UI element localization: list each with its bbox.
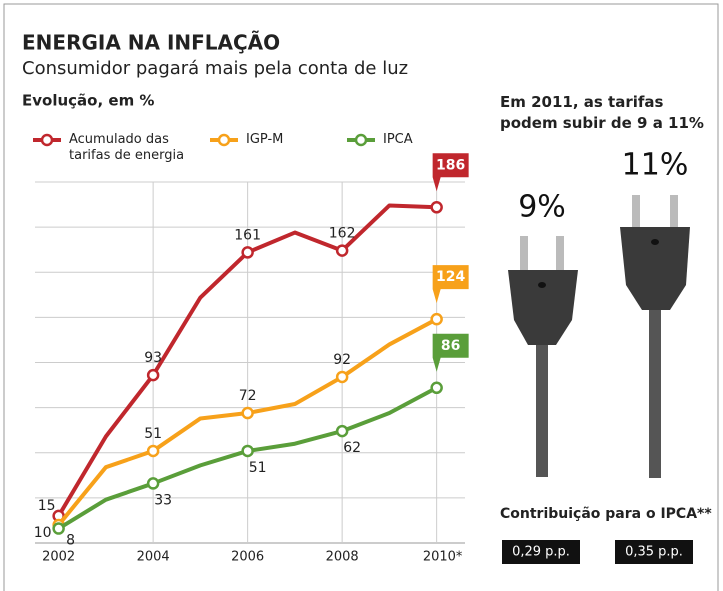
chart-subtitle: Consumidor pagará mais pela conta de luz <box>22 58 408 79</box>
point <box>243 408 253 418</box>
point <box>148 370 158 380</box>
value-label: 124 <box>436 269 465 285</box>
legend-label: IGP-M <box>246 132 336 148</box>
plug-right-label: 11% <box>622 148 689 183</box>
value-label: 51 <box>249 460 267 476</box>
plug-left-label: 9% <box>518 190 566 225</box>
value-label: 72 <box>239 388 257 404</box>
value-label: 51 <box>144 426 162 442</box>
value-label: 62 <box>343 440 361 456</box>
point <box>243 247 253 257</box>
x-tick-label: 2010* <box>423 550 463 565</box>
point <box>337 246 347 256</box>
value-label: 8 <box>66 533 75 549</box>
legend-marker <box>42 135 52 145</box>
point <box>148 478 158 488</box>
point <box>243 446 253 456</box>
contribution-left: 0,29 p.p. <box>512 545 570 560</box>
point <box>148 446 158 456</box>
value-label: 33 <box>154 492 172 508</box>
x-tick-label: 2002 <box>42 550 75 565</box>
point <box>54 524 64 534</box>
point <box>432 314 442 324</box>
value-label: 161 <box>234 227 261 243</box>
chart-title: ENERGIA NA INFLAÇÃO <box>22 31 280 55</box>
point <box>432 383 442 393</box>
value-label: 10 <box>34 525 52 541</box>
x-tick-label: 2004 <box>137 550 170 565</box>
plug-left <box>508 236 578 477</box>
value-label: 162 <box>329 226 356 242</box>
point <box>337 372 347 382</box>
plug-right <box>620 195 690 478</box>
side-heading: Em 2011, as tarifas podem subir de 9 a 1… <box>500 92 715 134</box>
contribution-right: 0,35 p.p. <box>625 545 683 560</box>
x-tick-label: 2006 <box>231 550 264 565</box>
contribution-title: Contribuição para o IPCA** <box>500 506 712 522</box>
x-tick-label: 2008 <box>326 550 359 565</box>
value-label: 93 <box>144 350 162 366</box>
y-axis-label: Evolução, em % <box>22 92 154 110</box>
legend-marker <box>356 135 366 145</box>
chart: ENERGIA NA INFLAÇÃO Consumidor pagará ma… <box>0 0 723 591</box>
legend-label: Acumulado das tarifas de energia <box>69 132 199 164</box>
value-label: 92 <box>333 352 351 368</box>
legend-marker <box>219 135 229 145</box>
point <box>432 202 442 212</box>
value-label: 15 <box>38 498 56 514</box>
value-label: 186 <box>436 157 465 173</box>
page: ENERGIA NA INFLAÇÃO Consumidor pagará ma… <box>0 0 723 591</box>
point <box>337 426 347 436</box>
legend-label: IPCA <box>383 132 473 148</box>
value-label: 86 <box>441 338 460 354</box>
